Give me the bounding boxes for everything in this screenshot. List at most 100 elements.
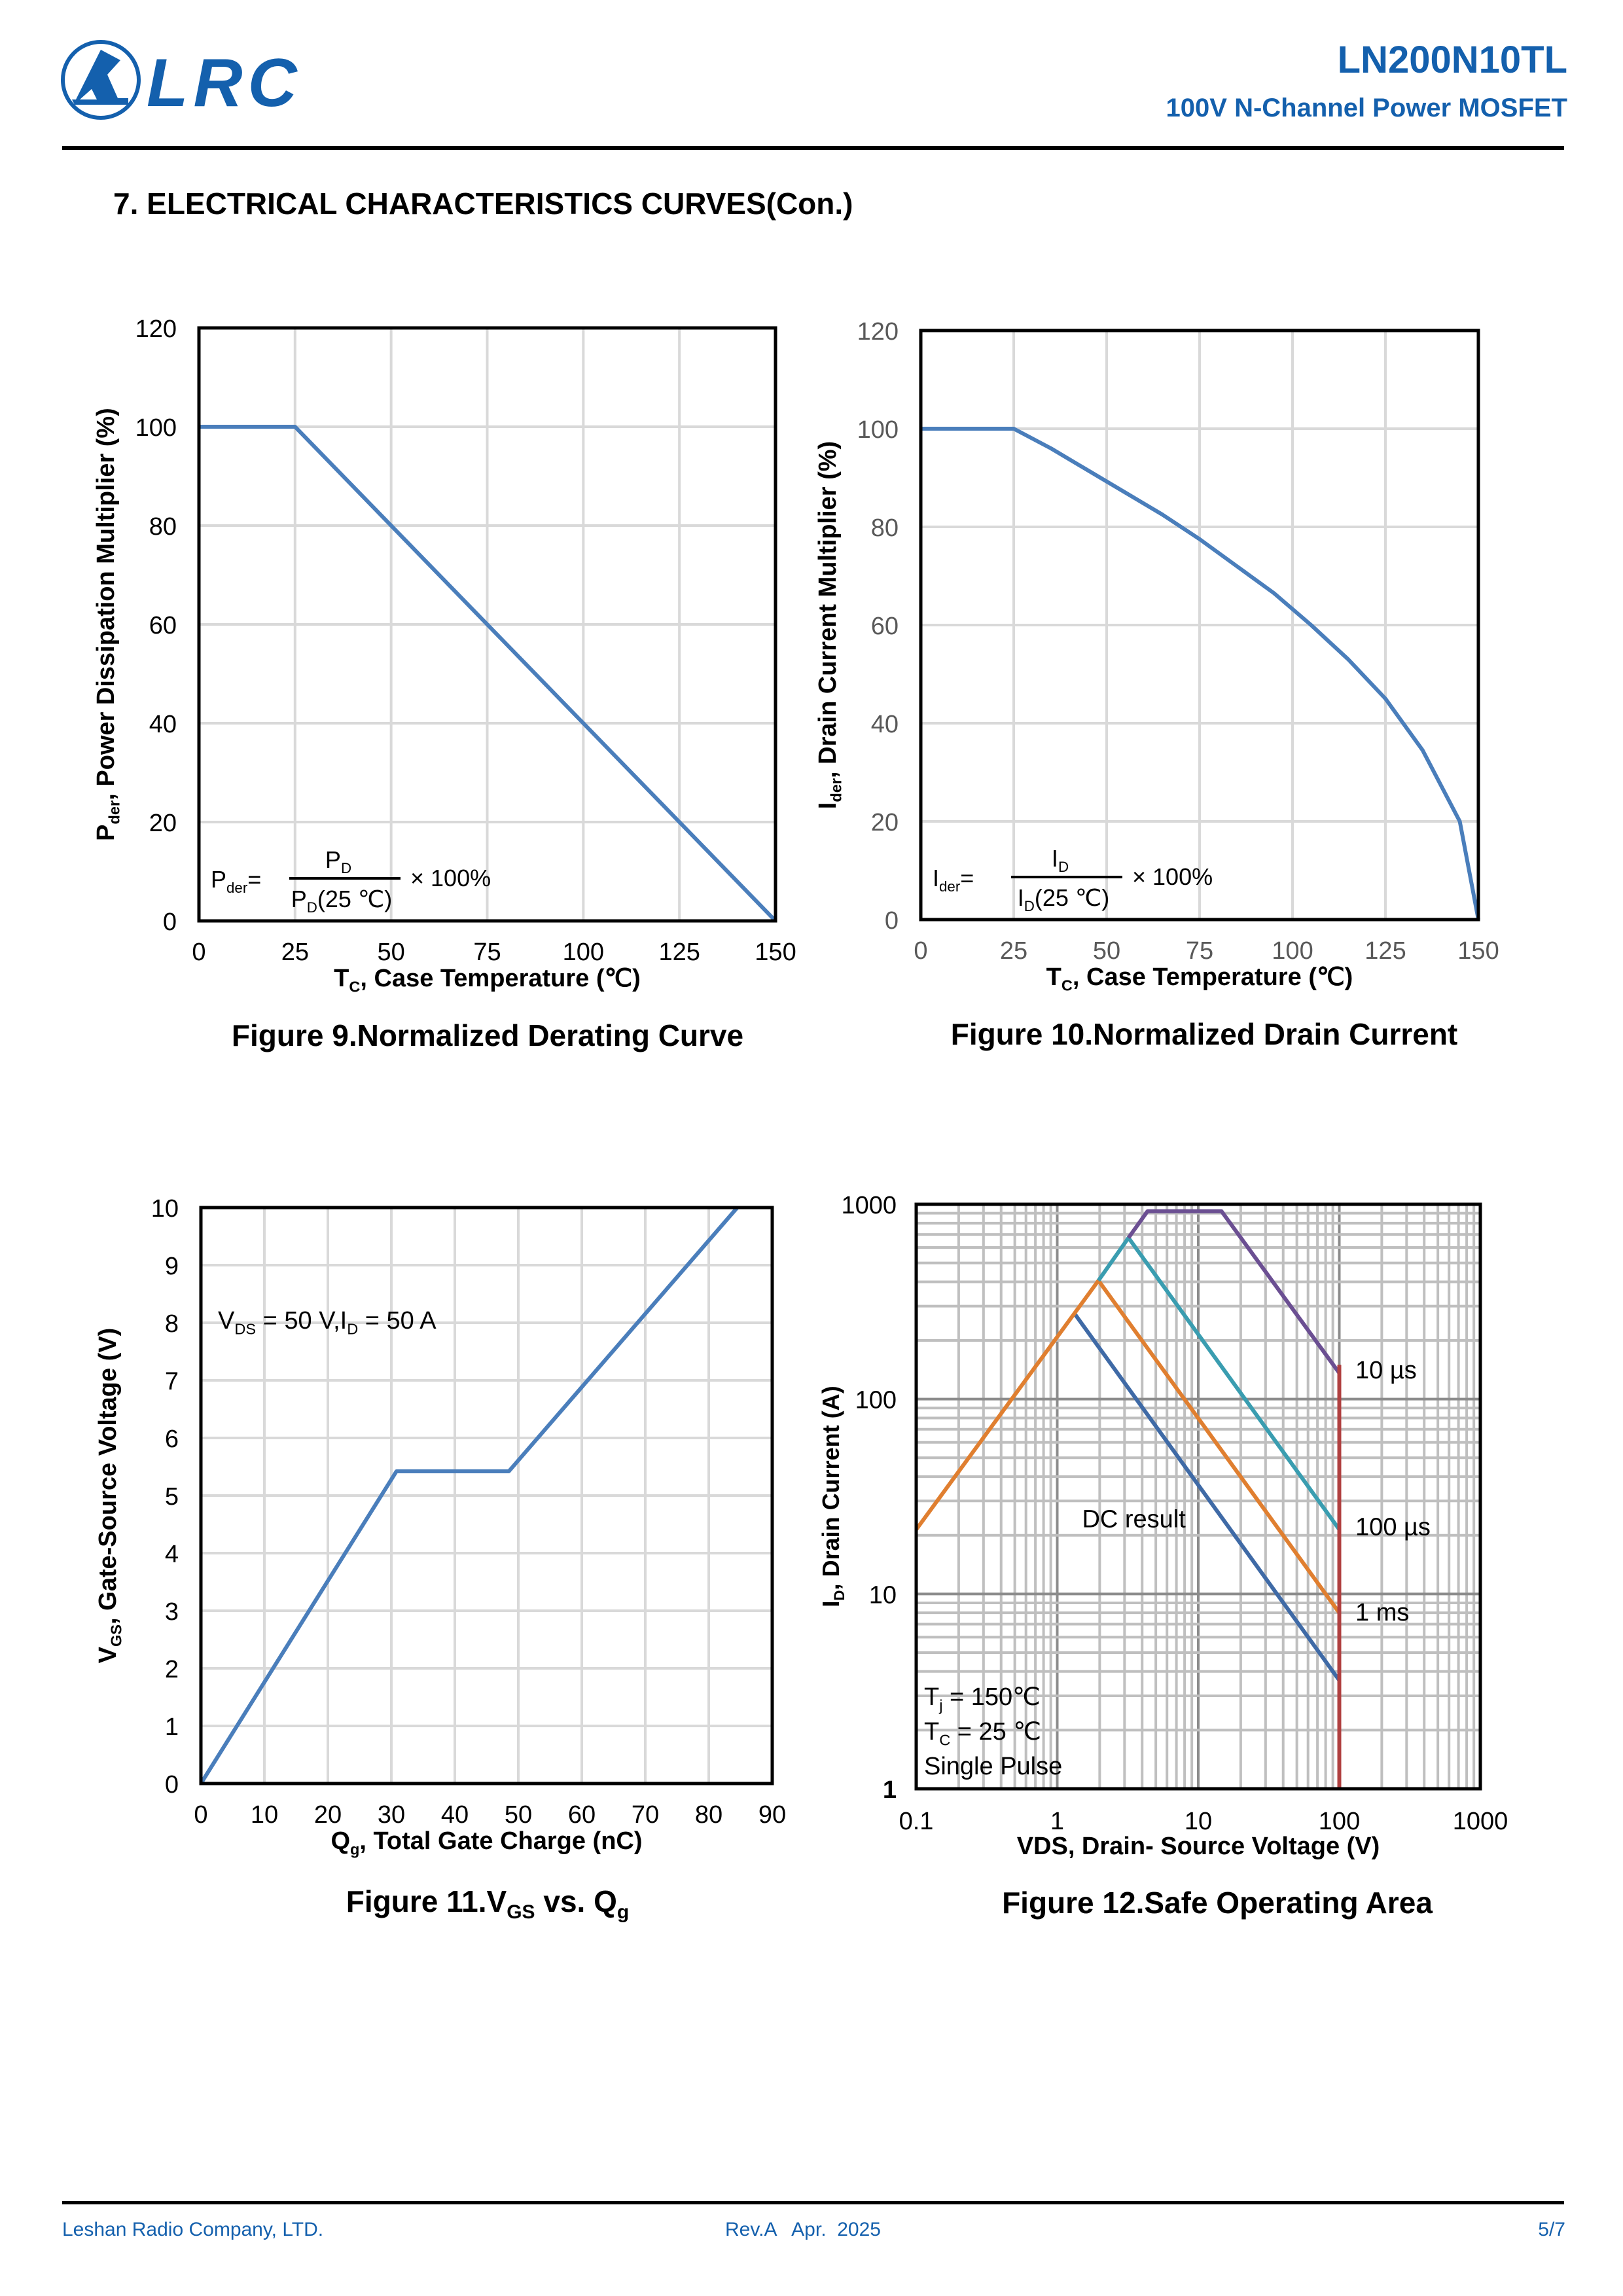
formula-denominator: ID(25 ℃) (1018, 884, 1110, 914)
y-tick-label: 100 (135, 414, 177, 442)
text-run: T (334, 965, 349, 992)
subscript: C (349, 978, 360, 995)
footer-page-number: 5/7 (1538, 2219, 1565, 2240)
subscript: C (939, 1731, 950, 1748)
formula-lhs: Pder= (211, 866, 261, 896)
x-tick-label: 150 (755, 939, 796, 966)
subscript: D (831, 1590, 847, 1600)
text-run: V (94, 1646, 122, 1663)
text-run: Q (330, 1827, 350, 1855)
text-run: , Power Dissipation Multiplier (%) (92, 408, 120, 800)
text-run: = (247, 866, 261, 893)
text-run: = 50 A (358, 1307, 437, 1335)
x-axis-title: TC, Case Temperature (℃) (1046, 963, 1353, 994)
series-label: 100 µs (1355, 1514, 1431, 1541)
fig9-group: 0 25 50 75 100 125 150 0 20 40 60 80 100 120 TC, Case … (92, 315, 796, 995)
text-run: P (92, 824, 120, 840)
text-run: P (325, 846, 341, 873)
x-tick-label: 10 (1185, 1808, 1212, 1835)
y-tick-label: 0 (885, 907, 899, 935)
y-tick-label: 2 (165, 1656, 179, 1683)
text-run: I (1052, 845, 1058, 872)
subscript: der (827, 778, 844, 802)
text-run: T (924, 1718, 939, 1746)
x-tick-label: 100 (563, 939, 604, 966)
caption-sub: g (616, 1901, 630, 1924)
text-run: , Drain Current (A) (817, 1386, 844, 1590)
condition-tc: TC = 25 ℃ (924, 1718, 1041, 1748)
y-tick-label: 60 (871, 613, 899, 640)
x-tick-label: 25 (1000, 937, 1027, 965)
subscript: GS (107, 1624, 124, 1647)
logo-text: LRC (147, 45, 302, 121)
y-tick-label: 4 (165, 1541, 179, 1568)
subscript: der (105, 800, 122, 825)
x-axis-title: TC, Case Temperature (℃) (334, 965, 641, 995)
text-run: I (817, 1601, 844, 1607)
caption-text: vs. Q (535, 1884, 617, 1918)
text-run: = 150℃ (942, 1683, 1040, 1711)
logo-mark-icon (72, 50, 128, 105)
x-axis-title: VDS, Drain- Source Voltage (V) (1017, 1833, 1380, 1860)
series-line-pder (199, 425, 777, 923)
footer-divider (62, 2201, 1564, 2204)
x-tick-label: 70 (632, 1801, 659, 1829)
x-tick-label: 0 (194, 1801, 207, 1829)
series-line-dc-result (1073, 1312, 1341, 1682)
y-tick-label: 9 (165, 1253, 179, 1280)
section-title: 7. ELECTRICAL CHARACTERISTICS CURVES(Con… (113, 187, 853, 221)
formula-numerator: PD (325, 846, 351, 876)
figure-12-caption: Figure 12.Safe Operating Area (1002, 1886, 1433, 1920)
text-run: V (218, 1307, 235, 1335)
y-tick-label: 7 (165, 1368, 179, 1395)
y-tick-label: 1 (883, 1776, 897, 1804)
y-tick-label: 100 (855, 1387, 897, 1414)
y-tick-label: 6 (165, 1426, 179, 1453)
series-label: DC result (1082, 1505, 1186, 1533)
y-tick-label: 1000 (841, 1192, 897, 1219)
part-description: 100V N-Channel Power MOSFET (1166, 94, 1567, 122)
series-line-ider (921, 427, 1480, 920)
x-tick-label: 30 (378, 1801, 405, 1829)
plot-frame (197, 326, 777, 923)
subscript: D (347, 1320, 358, 1337)
footer-company: Leshan Radio Company, LTD. (62, 2219, 324, 2240)
y-tick-label: 120 (135, 315, 177, 343)
subscript: der (226, 880, 248, 896)
text-run: T (924, 1683, 939, 1711)
x-tick-label: 40 (441, 1801, 469, 1829)
y-tick-label: 100 (857, 416, 899, 444)
x-tick-label: 60 (568, 1801, 596, 1829)
caption-text: Figure 11.V (346, 1884, 507, 1918)
fig10-group: 0 25 50 75 100 125 150 0 20 40 60 80 100 120 TC, Case … (814, 318, 1499, 994)
x-tick-label: 50 (505, 1801, 532, 1829)
x-tick-label: 1 (1050, 1808, 1064, 1835)
series-label: 1 ms (1355, 1599, 1409, 1626)
fig11-group: 0 10 20 30 40 50 60 70 80 90 0 1 2 3 4 5 6 7 8 9 10 Qg, Total… (94, 1195, 786, 1857)
logo-ring (61, 40, 141, 120)
subscript: C (1061, 977, 1073, 994)
y-tick-label: 80 (871, 514, 899, 542)
y-tick-label: 120 (857, 318, 899, 346)
x-tick-label: 0 (192, 939, 205, 966)
formula-factor: × 100% (1132, 863, 1213, 890)
y-tick-label: 1 (165, 1713, 179, 1741)
figure-10-caption: Figure 10.Normalized Drain Current (950, 1017, 1458, 1051)
x-tick-label: 0.1 (899, 1808, 934, 1835)
x-tick-label: 50 (378, 939, 405, 966)
x-tick-label: 20 (314, 1801, 342, 1829)
formula-factor: × 100% (410, 865, 491, 891)
subscript: D (1024, 898, 1035, 914)
footer-revision: Rev.A Apr. 2025 (725, 2219, 881, 2240)
y-tick-label: 5 (165, 1483, 179, 1511)
x-tick-label: 25 (281, 939, 309, 966)
plot-frame (919, 329, 1480, 922)
text-run: = 25 ℃ (950, 1718, 1041, 1746)
subscript: D (1058, 859, 1069, 875)
text-run: = 50 V,I (256, 1307, 347, 1335)
series-line-10-s (1126, 1209, 1341, 1374)
y-tick-label: 10 (151, 1195, 179, 1223)
subscript: j (938, 1696, 942, 1713)
formula-lhs: Ider= (933, 865, 974, 895)
